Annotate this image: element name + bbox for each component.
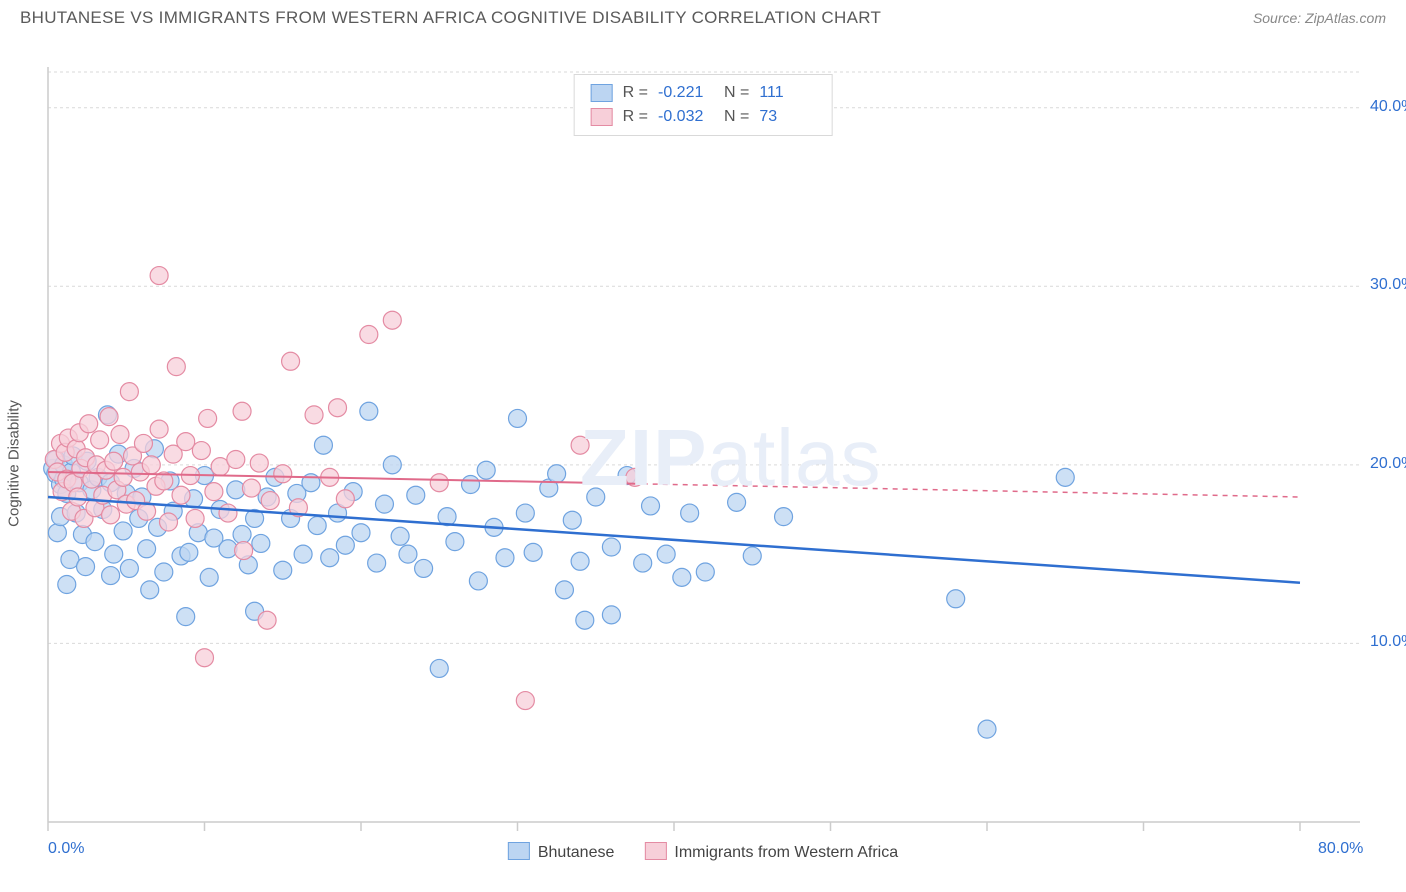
bottom-legend: Bhutanese Immigrants from Western Africa [508,842,898,862]
stats-row-blue: R = -0.221 N = 111 [591,81,816,105]
stats-box: R = -0.221 N = 111 R = -0.032 N = 73 [574,74,833,136]
title-bar: BHUTANESE VS IMMIGRANTS FROM WESTERN AFR… [0,0,1406,32]
chart-area: Cognitive Disability ZIPatlas R = -0.221… [0,32,1406,877]
x-axis-left-label: 0.0% [48,840,84,858]
chart-title: BHUTANESE VS IMMIGRANTS FROM WESTERN AFR… [20,8,881,28]
swatch-blue-icon [508,842,530,860]
stats-row-pink: R = -0.032 N = 73 [591,105,816,129]
source-label: Source: ZipAtlas.com [1253,10,1386,26]
y-tick-label: 20.0% [1370,455,1406,473]
legend-item-blue: Bhutanese [508,842,615,862]
swatch-pink-icon [644,842,666,860]
y-tick-label: 10.0% [1370,633,1406,651]
swatch-blue [591,84,613,102]
y-tick-label: 30.0% [1370,276,1406,294]
x-axis-right-label: 80.0% [1318,840,1363,858]
swatch-pink [591,108,613,126]
y-tick-label: 40.0% [1370,98,1406,116]
legend-item-pink: Immigrants from Western Africa [644,842,898,862]
scatter-plot [0,32,1406,877]
